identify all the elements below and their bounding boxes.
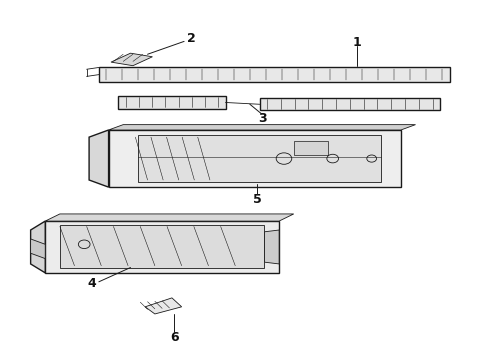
Polygon shape [109,130,401,187]
Polygon shape [138,135,381,182]
Polygon shape [99,67,450,82]
Polygon shape [30,239,45,258]
Polygon shape [109,125,416,130]
Text: 6: 6 [170,331,179,344]
Polygon shape [294,141,328,155]
Polygon shape [145,298,182,314]
Text: 3: 3 [258,112,267,125]
Text: 5: 5 [253,193,262,206]
Polygon shape [60,225,265,267]
Polygon shape [45,214,294,221]
Polygon shape [265,230,279,264]
Text: 1: 1 [353,36,362,49]
Polygon shape [89,130,109,187]
Polygon shape [111,53,152,66]
Text: 4: 4 [87,277,96,290]
Polygon shape [260,98,440,111]
Text: 2: 2 [187,32,196,45]
Polygon shape [118,96,225,109]
Polygon shape [45,221,279,273]
Polygon shape [30,221,45,273]
